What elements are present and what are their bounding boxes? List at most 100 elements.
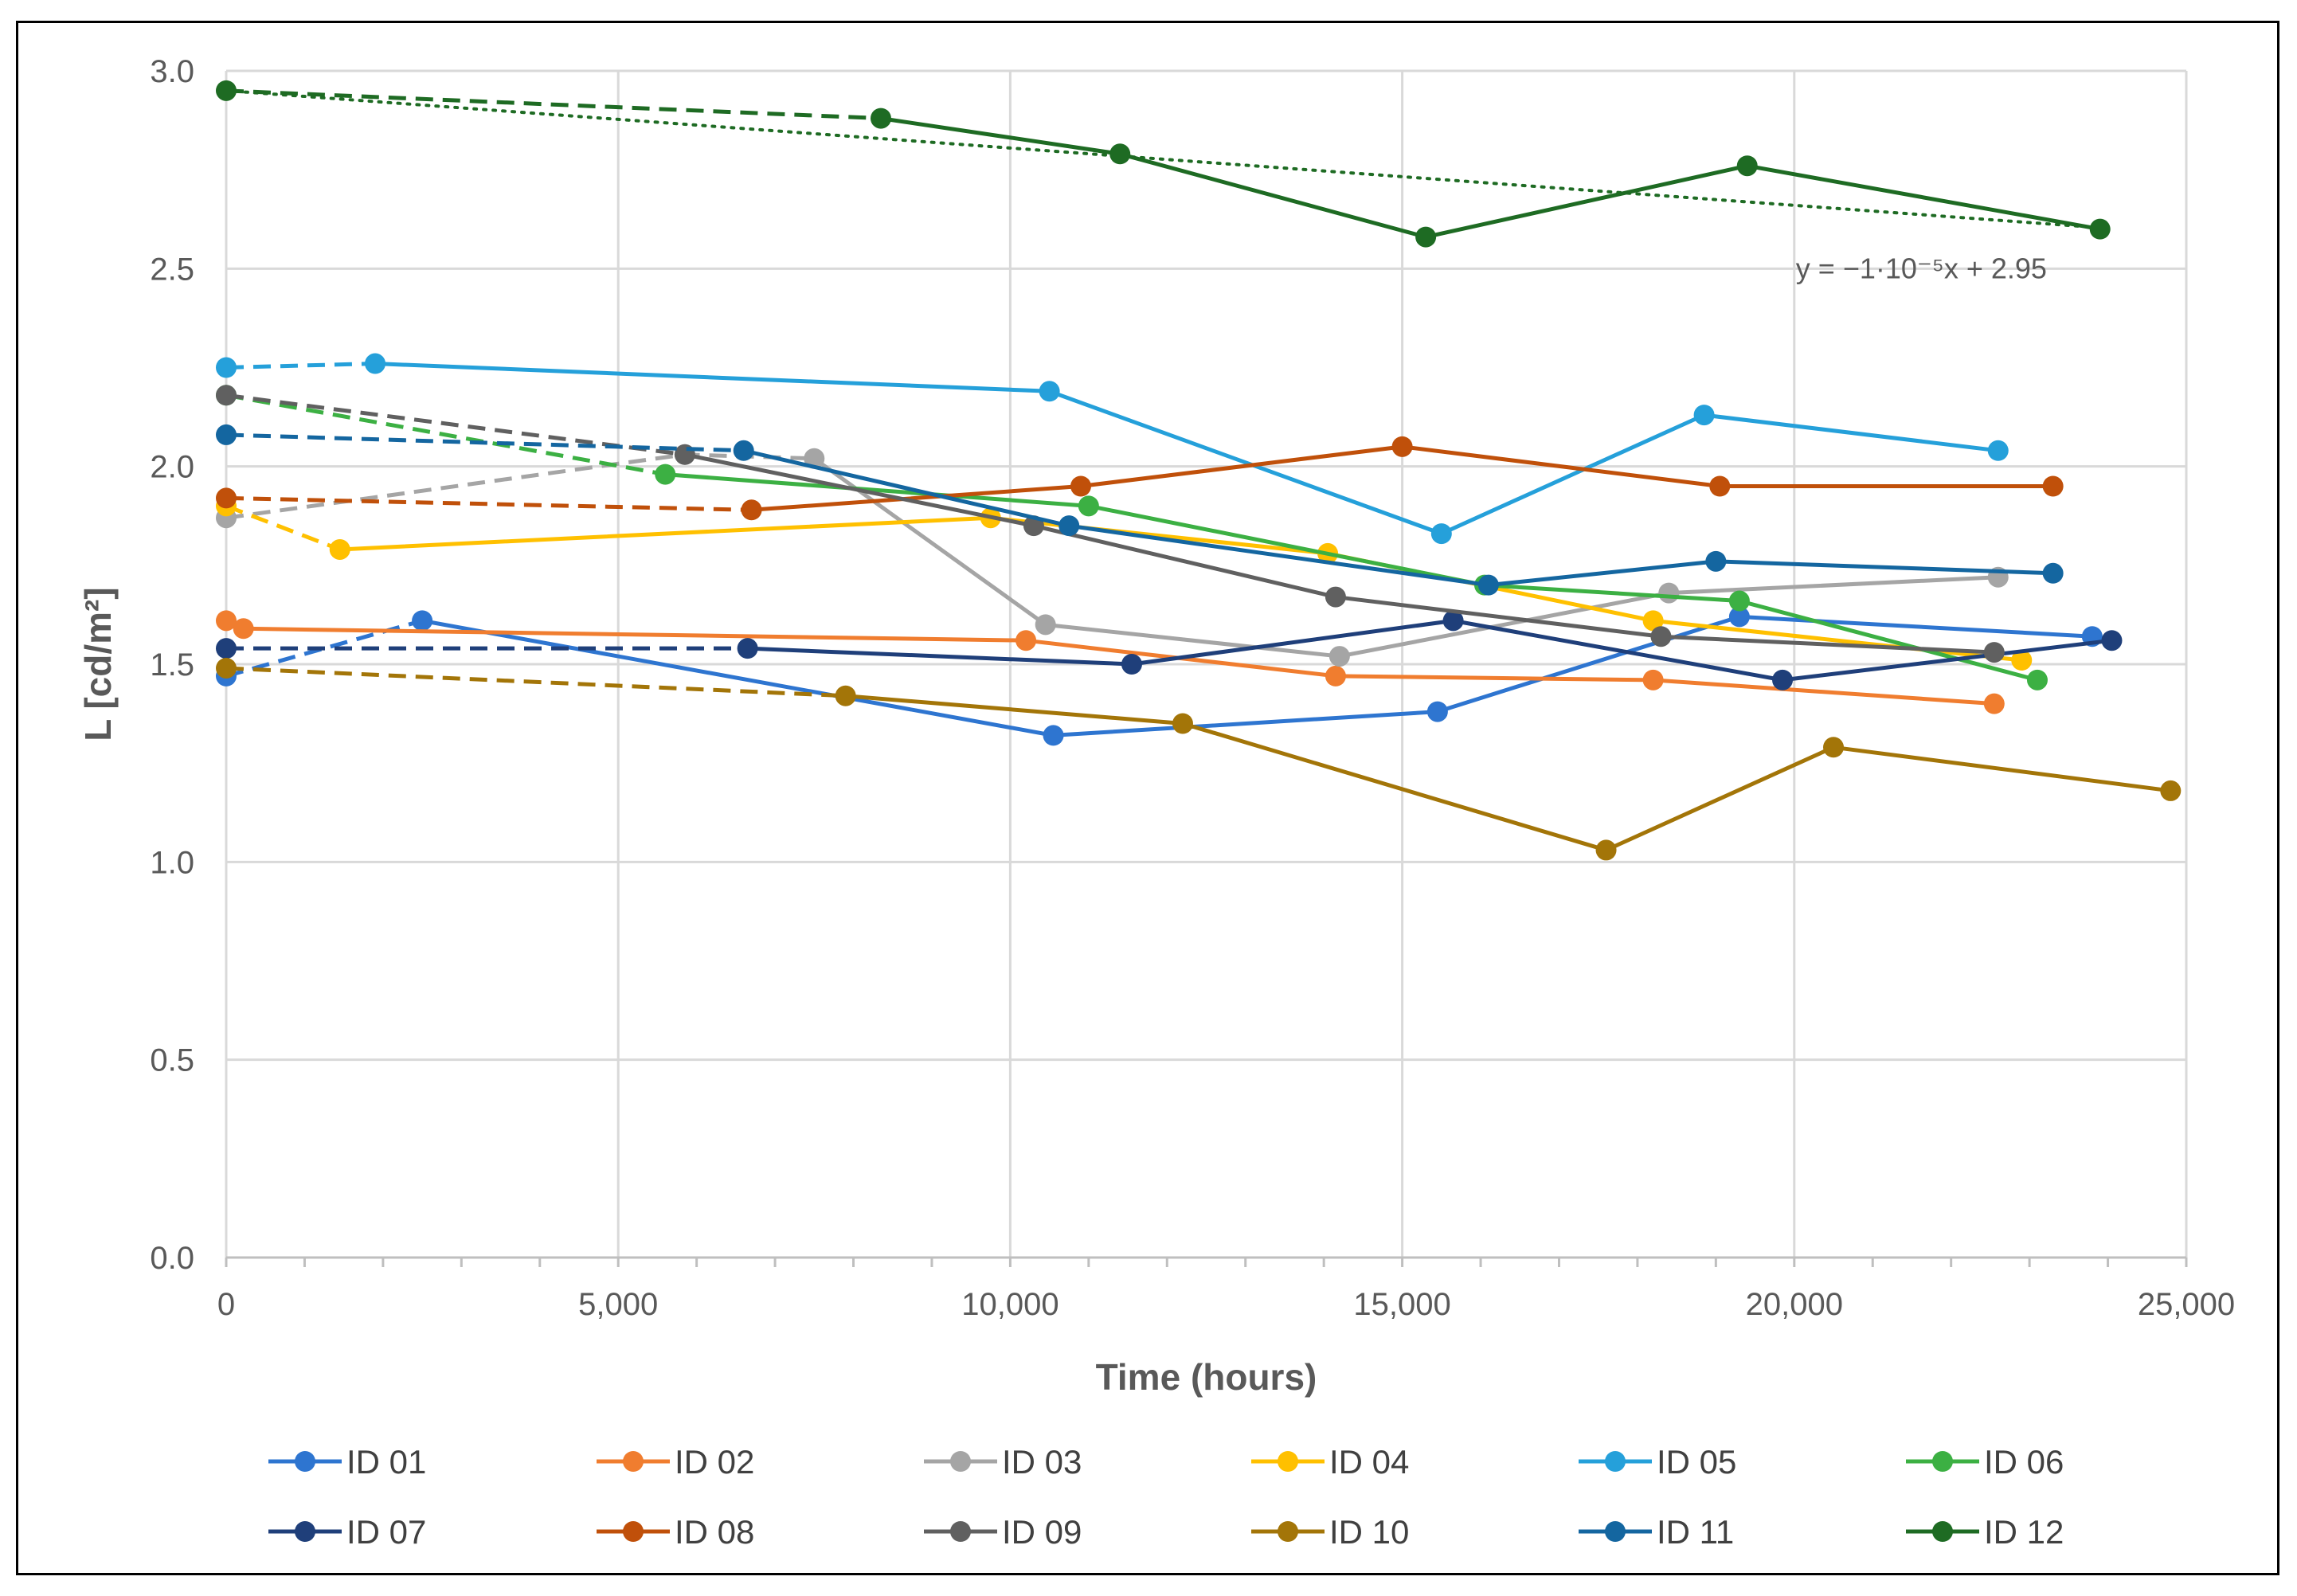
data-point — [1728, 590, 1750, 612]
y-tick-label: 1.5 — [150, 647, 194, 683]
data-point — [1987, 440, 2009, 461]
legend-item: ID 07 — [268, 1513, 426, 1551]
data-point — [1442, 610, 1464, 632]
data-point — [1325, 586, 1346, 608]
series-line — [747, 618, 2112, 683]
data-point — [216, 357, 237, 378]
series-dashed-line — [225, 362, 376, 370]
legend-swatch-marker — [623, 1521, 644, 1542]
y-tick-label: 1.0 — [150, 845, 194, 880]
legend-swatch-marker — [623, 1451, 644, 1472]
data-point — [1415, 226, 1437, 248]
legend-item: ID 01 — [268, 1443, 426, 1481]
legend-swatch-marker — [1278, 1521, 1298, 1542]
data-point — [2101, 630, 2123, 651]
series-id-05 — [216, 353, 2009, 545]
legend-label: ID 08 — [675, 1513, 754, 1551]
data-point — [2042, 562, 2064, 584]
chart-svg: 0.0 0.5 1.0 1.5 2.0 2.5 3.0 0 5,000 10,000 15,000 2… — [77, 54, 2235, 1551]
data-point — [1736, 155, 1758, 177]
data-point — [216, 487, 237, 509]
data-point — [1658, 582, 1680, 604]
legend-swatch-marker — [295, 1521, 315, 1542]
data-point — [1705, 550, 1727, 572]
x-tick-label: 20,000 — [1746, 1287, 1843, 1322]
trendline-id-12 — [225, 88, 2102, 229]
legend-item: ID 05 — [1579, 1443, 1736, 1481]
data-point — [2042, 475, 2064, 497]
legend-item: ID 09 — [924, 1513, 1082, 1551]
legend-label: ID 10 — [1329, 1513, 1409, 1551]
legend-swatch-marker — [950, 1521, 971, 1542]
data-point — [1983, 693, 2005, 714]
legend-label: ID 05 — [1657, 1443, 1736, 1481]
data-point — [741, 499, 762, 521]
y-tick-label: 0.0 — [150, 1241, 194, 1276]
legend-label: ID 03 — [1002, 1443, 1082, 1481]
series-line — [845, 694, 2171, 852]
legend-item: ID 03 — [924, 1443, 1082, 1481]
series-line — [665, 472, 2038, 683]
data-point — [329, 538, 350, 560]
data-point — [733, 440, 754, 461]
legend-item: ID 10 — [1251, 1513, 1409, 1551]
data-point — [1709, 475, 1731, 497]
series-id-08 — [216, 436, 2064, 521]
legend-swatch-marker — [1932, 1521, 1953, 1542]
data-point — [2026, 669, 2048, 690]
data-point — [1595, 839, 1617, 861]
legend: ID 01 ID 02 ID 03 ID 04 ID 05 ID 06 ID 07 ID 08… — [268, 1443, 2064, 1551]
data-point — [1477, 574, 1499, 596]
x-tick-label: 0 — [217, 1287, 235, 1322]
series-dashed-line — [225, 666, 846, 698]
data-point — [1325, 665, 1346, 687]
chart-frame: 0.0 0.5 1.0 1.5 2.0 2.5 3.0 0 5,000 10,000 15,000 2… — [16, 21, 2279, 1575]
data-point — [1070, 475, 1091, 497]
legend-item: ID 12 — [1906, 1513, 2064, 1551]
y-tick-label: 2.0 — [150, 450, 194, 485]
data-point — [1728, 606, 1750, 628]
data-point — [2089, 218, 2111, 240]
y-axis-title: L [cd/m²] — [77, 587, 119, 741]
y-tick-label: 2.5 — [150, 252, 194, 287]
data-point — [870, 108, 891, 129]
legend-label: ID 02 — [675, 1443, 754, 1481]
series-dashed-line — [225, 495, 752, 512]
x-axis-title: Time (hours) — [1096, 1356, 1317, 1398]
series-id-12 — [216, 80, 2111, 248]
series-layer — [216, 80, 2182, 861]
legend-swatch-marker — [1932, 1451, 1953, 1472]
series-id-06 — [216, 385, 2048, 690]
legend-item: ID 11 — [1579, 1513, 1734, 1551]
data-point — [1043, 725, 1064, 746]
data-point — [1642, 669, 1664, 690]
series-dashed-line — [225, 88, 882, 121]
x-tick-label: 15,000 — [1353, 1287, 1450, 1322]
data-point — [365, 353, 386, 374]
data-point — [1430, 523, 1452, 545]
legend-item: ID 06 — [1906, 1443, 2064, 1481]
data-point — [1015, 630, 1037, 651]
series-id-07 — [216, 610, 2123, 690]
data-point — [216, 80, 237, 101]
legend-label: ID 01 — [346, 1443, 426, 1481]
axis-layer — [225, 1256, 2188, 1267]
data-point — [216, 424, 237, 445]
series-dashed-line — [225, 393, 666, 477]
data-point — [1109, 143, 1131, 165]
trendline-equation: y = −1·10⁻⁵x + 2.95 — [1796, 252, 2047, 284]
x-tick-label: 25,000 — [2138, 1287, 2235, 1322]
series-id-11 — [216, 424, 2064, 596]
data-point — [1823, 737, 1845, 758]
x-tick-label: 5,000 — [578, 1287, 658, 1322]
series-id-10 — [216, 657, 2182, 861]
legend-label: ID 09 — [1002, 1513, 1082, 1551]
legend-item: ID 04 — [1251, 1443, 1409, 1481]
legend-label: ID 06 — [1984, 1443, 2064, 1481]
x-tick-label: 10,000 — [961, 1287, 1058, 1322]
legend-swatch-marker — [1605, 1451, 1626, 1472]
data-point — [1391, 436, 1413, 457]
data-point — [1039, 381, 1060, 402]
data-point — [233, 618, 254, 640]
label-layer: 0.0 0.5 1.0 1.5 2.0 2.5 3.0 0 5,000 10,000 15,000 2… — [77, 54, 2235, 1398]
